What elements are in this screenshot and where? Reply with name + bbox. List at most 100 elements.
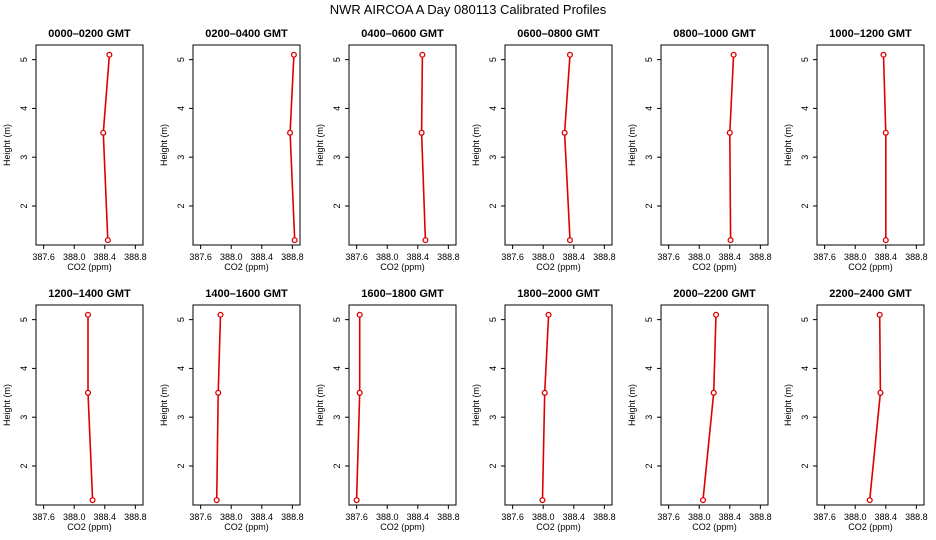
y-axis-label: Height (m) (315, 384, 325, 426)
plot-frame (660, 44, 769, 246)
series-line (563, 54, 571, 241)
data-point (290, 51, 297, 58)
chart-panel-3: 0400–0600 GMT 387.6 388.0 388.4 388.8 CO2 (pp… (315, 28, 460, 272)
y-axis-label: Height (m) (783, 384, 793, 426)
x-tick-label: 387.6 (345, 252, 368, 262)
x-tick-label: 387.6 (32, 252, 55, 262)
series-line (868, 314, 882, 501)
plot-frame (348, 304, 457, 506)
x-tick-label: 388.4 (251, 252, 274, 262)
plot-frame (35, 304, 144, 506)
x-tick-label: 388.0 (688, 512, 711, 522)
data-point (104, 237, 111, 244)
y-tick-label: 5 (644, 57, 654, 62)
panel-title: 0000–0200 GMT (48, 28, 131, 40)
plot-frame (348, 44, 457, 246)
y-tick-label: 2 (644, 463, 654, 468)
panel-title: 0800–1000 GMT (673, 28, 756, 40)
x-tick-label: 388.0 (688, 252, 711, 262)
data-point (217, 311, 224, 318)
data-point (712, 311, 720, 318)
x-tick-label: 387.6 (813, 252, 836, 262)
x-tick-label: 388.4 (251, 512, 274, 522)
x-tick-label: 388.0 (220, 512, 243, 522)
x-tick-label: 388.0 (63, 512, 86, 522)
plot-frame (504, 304, 613, 506)
x-tick-label: 388.4 (407, 252, 430, 262)
y-axis-label: Height (m) (471, 384, 481, 426)
x-axis-label: CO2 (ppm) (848, 522, 893, 532)
y-tick-label: 5 (176, 317, 186, 322)
y-tick-label: 4 (644, 106, 654, 111)
y-tick-label: 5 (176, 57, 186, 62)
chart-panel-10: 1800–2000 GMT 387.6 388.0 388.4 388.8 CO2 (pp… (471, 288, 616, 532)
data-point (561, 129, 568, 136)
y-axis-label: Height (m) (159, 124, 169, 166)
y-axis-label: Height (m) (471, 124, 481, 166)
y-tick-label: 4 (800, 366, 810, 371)
chart-panel-5: 0800–1000 GMT 387.6 388.0 388.4 388.8 CO2 (pp… (627, 28, 772, 272)
data-point (566, 51, 574, 58)
data-point (877, 389, 884, 396)
plot-frame (660, 304, 769, 506)
panel-title: 0200–0400 GMT (205, 28, 288, 40)
data-point (356, 389, 363, 396)
y-tick-label: 5 (332, 317, 342, 322)
x-axis-label: CO2 (ppm) (692, 522, 737, 532)
x-tick-label: 388.8 (124, 512, 147, 522)
y-tick-label: 2 (800, 463, 810, 468)
y-tick-label: 3 (19, 415, 29, 420)
chart-panel-1: 0000–0200 GMT 387.6 388.0 388.4 388.8 CO2 (pp… (2, 28, 147, 272)
y-tick-label: 3 (176, 415, 186, 420)
data-point (213, 497, 220, 504)
chart-panel-7: 1200–1400 GMT 387.6 388.0 388.4 388.8 CO2 (pp… (2, 288, 147, 532)
plot-frame (35, 44, 144, 246)
panel-title: 1400–1600 GMT (205, 288, 288, 300)
x-tick-label: 387.6 (345, 512, 368, 522)
y-tick-label: 2 (19, 463, 29, 468)
y-tick-label: 3 (488, 155, 498, 160)
y-axis-label: Height (m) (627, 124, 637, 166)
y-tick-label: 4 (176, 366, 186, 371)
x-tick-label: 388.4 (719, 252, 742, 262)
series-line (882, 54, 887, 241)
data-point (880, 51, 887, 58)
y-tick-label: 2 (176, 203, 186, 208)
y-tick-label: 2 (176, 463, 186, 468)
x-tick-label: 388.8 (749, 252, 772, 262)
x-tick-label: 387.6 (501, 252, 524, 262)
y-tick-label: 5 (800, 317, 810, 322)
panel-title: 1000–1200 GMT (829, 28, 912, 40)
x-tick-label: 388.4 (875, 512, 898, 522)
x-tick-label: 388.8 (905, 512, 928, 522)
data-point (882, 237, 889, 244)
x-axis-label: CO2 (ppm) (536, 522, 581, 532)
x-axis-label: CO2 (ppm) (380, 262, 425, 272)
x-axis-label: CO2 (ppm) (224, 522, 269, 532)
y-tick-label: 3 (176, 155, 186, 160)
data-point (539, 497, 546, 504)
x-tick-label: 387.6 (501, 512, 524, 522)
series-line (702, 314, 717, 501)
data-point (418, 129, 425, 136)
x-tick-label: 388.8 (593, 512, 616, 522)
y-tick-label: 5 (488, 57, 498, 62)
data-point (287, 129, 294, 136)
data-point (876, 311, 883, 318)
y-tick-label: 5 (488, 317, 498, 322)
data-point (541, 389, 548, 396)
data-point (100, 129, 107, 136)
y-tick-label: 3 (644, 155, 654, 160)
y-tick-label: 4 (332, 106, 342, 111)
x-tick-label: 388.4 (94, 252, 117, 262)
panel-title: 1200–1400 GMT (48, 288, 131, 300)
y-tick-label: 3 (19, 155, 29, 160)
x-axis-label: CO2 (ppm) (848, 262, 893, 272)
x-tick-label: 388.0 (220, 252, 243, 262)
x-tick-label: 388.8 (281, 512, 304, 522)
data-point (89, 497, 96, 504)
y-axis-label: Height (m) (2, 124, 12, 166)
series-line (355, 314, 361, 501)
chart-panel-11: 2000–2200 GMT 387.6 388.0 388.4 388.8 CO2 (pp… (627, 288, 772, 532)
